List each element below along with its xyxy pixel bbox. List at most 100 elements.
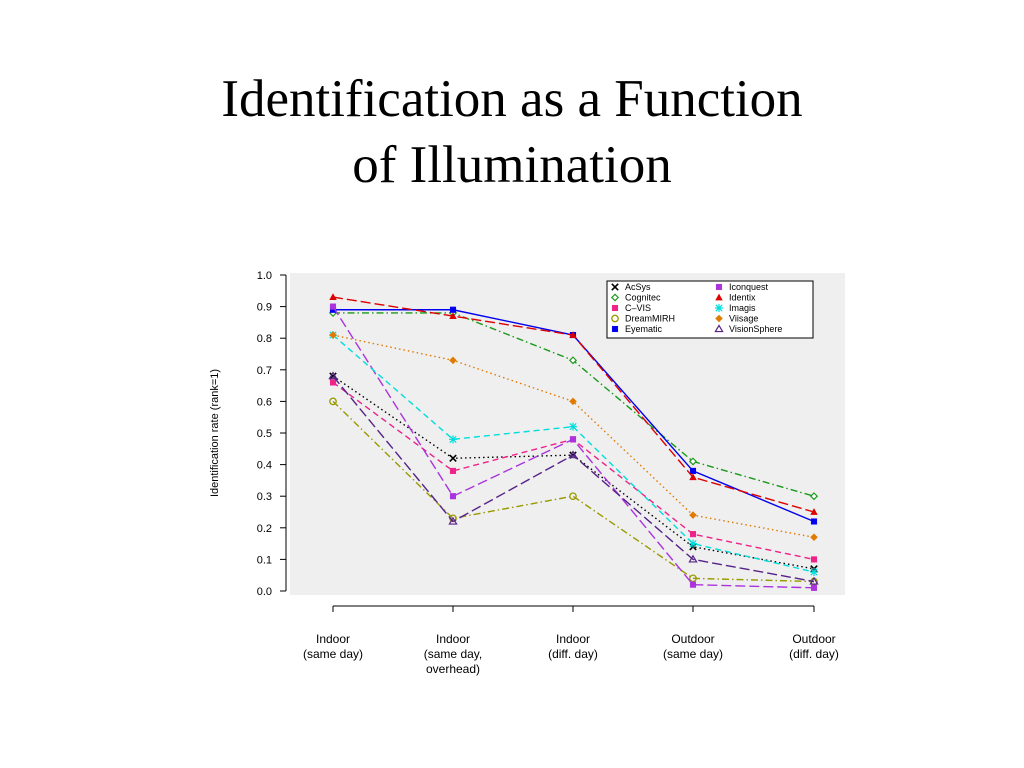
data-point-identix — [689, 473, 697, 481]
legend-entry-iconquest: Iconquest — [715, 282, 769, 292]
slide-title: Identification as a Function of Illumina… — [0, 66, 1024, 198]
data-point-viisage — [569, 397, 577, 406]
data-point-acsys — [449, 454, 457, 463]
legend-label: Cognitec — [625, 293, 661, 303]
legend-entry-acsys: AcSys — [611, 282, 651, 292]
y-axis-title: Identification rate (rank=1) — [209, 369, 221, 497]
y-tick-label: 0.2 — [257, 523, 272, 535]
data-point-viisage — [689, 511, 697, 519]
data-point-visionsphere — [568, 450, 578, 459]
data-point-c-vis — [689, 531, 697, 538]
data-point-cognitec — [688, 457, 698, 466]
data-point-viisage — [449, 356, 457, 365]
data-point-c-vis — [329, 379, 337, 386]
slide-title-line-2: of Illumination — [352, 136, 672, 194]
data-point-imagis — [449, 435, 457, 444]
data-point-iconquest — [810, 584, 818, 591]
y-tick-label: 0.6 — [257, 396, 272, 408]
data-point-visionsphere — [688, 554, 698, 563]
y-tick-label: 0.4 — [257, 460, 272, 472]
legend-label: VisionSphere — [729, 324, 782, 334]
y-tick-label: 0.0 — [257, 586, 272, 598]
data-point-cognitec — [568, 356, 578, 365]
data-point-c-vis — [449, 467, 457, 474]
data-point-imagis — [689, 539, 697, 548]
legend-label: Viisage — [729, 314, 758, 324]
y-tick-label: 0.8 — [257, 333, 272, 345]
y-tick-label: 0.9 — [257, 302, 272, 314]
legend-label: Identix — [729, 293, 756, 303]
y-axis: 0.0 0.1 0.2 0.3 0.4 0.5 0.6 0.7 0.8 0.9 1.0 — [257, 270, 287, 598]
series-iconquest — [329, 303, 818, 591]
series-identix — [329, 293, 818, 515]
legend-label: Eyematic — [625, 324, 663, 334]
legend-entry-viisage: Viisage — [715, 314, 758, 324]
legend-entry-dreammirh: DreamMIRH — [611, 314, 675, 324]
legend-entry-imagis: Imagis — [715, 303, 756, 313]
data-point-visionsphere — [809, 576, 819, 585]
data-point-imagis — [810, 568, 818, 577]
legend-marker — [610, 293, 620, 302]
data-point-c-vis — [810, 556, 818, 563]
data-point-visionsphere — [328, 371, 338, 380]
data-point-viisage — [810, 533, 818, 542]
data-point-eyematic — [449, 306, 457, 313]
series-visionsphere — [328, 371, 819, 585]
series-layer — [328, 293, 819, 591]
data-point-iconquest — [569, 436, 577, 443]
data-point-identix — [449, 312, 457, 319]
data-point-identix — [329, 293, 337, 300]
x-category-label: Indoor (diff. day) — [548, 632, 598, 661]
legend-label: Iconquest — [729, 282, 769, 292]
legend-marker — [611, 283, 619, 291]
legend-marker — [611, 314, 619, 323]
legend-entry-visionsphere: VisionSphere — [714, 324, 782, 334]
data-point-identix — [810, 508, 818, 515]
data-point-eyematic — [810, 518, 818, 525]
legend-marker — [611, 304, 619, 312]
y-tick-label: 0.3 — [257, 491, 272, 503]
x-category-label: Indoor (same day) — [303, 632, 363, 661]
data-point-iconquest — [689, 581, 697, 588]
x-axis: Indoor (same day) Indoor (same day, overhead… — [303, 605, 839, 676]
data-point-dreammirh — [329, 397, 337, 406]
y-tick-label: 1.0 — [257, 270, 272, 282]
legend-entry-cognitec: Cognitec — [610, 293, 661, 303]
legend-entry-c-vis: C–VIS — [611, 303, 651, 313]
data-point-imagis — [569, 422, 577, 431]
legend-marker — [715, 314, 723, 323]
data-point-cognitec — [809, 492, 819, 501]
y-tick-label: 0.1 — [257, 554, 272, 566]
data-point-viisage — [329, 331, 337, 339]
data-point-iconquest — [449, 493, 457, 500]
legend-label: Imagis — [729, 303, 756, 313]
series-line-dreammirh — [332, 400, 815, 583]
data-point-dreammirh — [689, 574, 697, 583]
legend-entry-eyematic: Eyematic — [611, 324, 663, 334]
data-point-iconquest — [329, 303, 337, 310]
series-viisage — [329, 331, 818, 542]
legend-marker — [715, 304, 723, 312]
data-point-visionsphere — [448, 516, 458, 525]
slide-title-line-1: Identification as a Function — [221, 70, 803, 128]
y-tick-label: 0.7 — [257, 365, 272, 377]
legend-marker — [715, 293, 723, 301]
legend-marker — [714, 324, 724, 333]
x-category-label: Indoor (same day, overhead) — [424, 632, 482, 676]
legend-box — [606, 280, 814, 339]
y-tick-label: 0.5 — [257, 428, 272, 440]
legend-label: AcSys — [625, 282, 651, 292]
series-line-visionsphere — [332, 375, 815, 583]
series-line-viisage — [332, 334, 815, 538]
x-category-label: Outdoor (same day) — [663, 632, 723, 661]
legend-entry-identix: Identix — [715, 293, 756, 303]
data-point-eyematic — [689, 467, 697, 474]
data-point-identix — [569, 331, 577, 338]
series-line-imagis — [332, 334, 815, 573]
legend-label: DreamMIRH — [625, 314, 675, 324]
series-dreammirh — [329, 397, 818, 586]
x-category-label: Outdoor (diff. day) — [789, 632, 839, 661]
legend-label: C–VIS — [625, 303, 651, 313]
